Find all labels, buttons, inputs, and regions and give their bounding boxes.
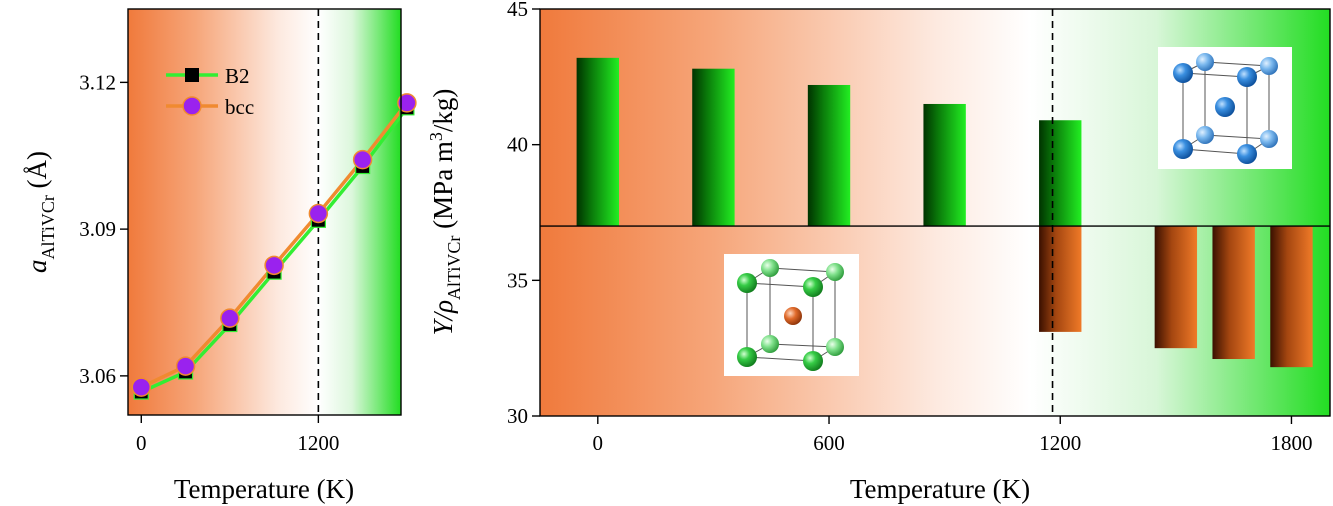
bcc-atom [1237,144,1257,164]
x-tick-label: 1200 [297,431,339,455]
bar-B2 [1270,226,1313,368]
x-tick-label: 600 [813,431,845,455]
legend-bcc-marker [182,96,202,116]
b2-atom [761,259,779,277]
legend-b2-label: B2 [225,64,250,88]
data-point-bcc [308,203,329,224]
b2-unit-cell-inset [724,254,859,376]
x-tick-label: 0 [136,431,147,455]
y-tick-label: 35 [507,268,528,292]
y-tick-label: 3.09 [79,217,116,241]
left-tick-layer: 0 1200 3.06 3.09 3.12 [79,70,339,455]
b2-center-atom [784,307,802,325]
bcc-atom [1260,130,1278,148]
data-point-bcc [131,377,152,397]
bcc-atom [1196,126,1214,144]
bar-bcc [923,103,966,227]
y-tick-label: 40 [507,133,528,157]
bcc-unit-cell-inset [1158,47,1292,169]
bcc-atom [1237,67,1257,87]
bcc-center-atom [1215,97,1235,117]
right-x-axis-label: Temperature (K) [850,474,1030,504]
x-tick-label: 1800 [1270,431,1312,455]
bcc-atom [1260,57,1278,75]
b2-atom [826,338,844,356]
bar-bcc [692,68,735,227]
y-tick-label: 3.12 [79,70,116,94]
b2-atom [803,351,823,371]
left-x-axis-label: Temperature (K) [174,474,354,504]
legend-b2-marker [185,68,199,82]
bar-B2 [1039,226,1082,332]
right-tick-layer: 0 600 1200 1800 30 35 40 45 [507,0,1312,455]
bcc-atom [1173,63,1193,83]
left-legend: B2 bcc [166,64,254,119]
b2-atom [737,347,757,367]
data-point-bcc [397,93,417,113]
right-y-axis-label: Y/ρAlTiVCr (MPa m3/kg) [426,89,464,336]
bar-B2 [1154,226,1198,349]
x-tick-label: 1200 [1039,431,1081,455]
bar-bcc [576,57,619,227]
bar-B2 [1212,226,1255,360]
b2-atom [737,273,757,293]
data-point-bcc [175,356,196,376]
bcc-atom [1173,139,1193,159]
left-plot-background [128,9,401,415]
right-plot-frame [539,8,1331,417]
y-tick-label: 3.06 [79,364,116,388]
bcc-atom [1196,53,1214,71]
x-tick-label: 0 [593,431,604,455]
data-point-bcc [264,255,284,276]
data-point-bcc [352,149,373,170]
left-series-layer [131,93,417,400]
data-point-bcc [220,308,240,328]
lattice-parameter-chart: 0 1200 3.06 3.09 3.12 B2 bcc Temperature (K)… [22,8,417,504]
b2-atom [826,263,844,281]
b2-atom [761,335,779,353]
left-y-axis-label: aAlTiVCr (Å) [22,151,58,273]
y-tick-label: 45 [507,0,528,21]
left-plot-frame [127,8,402,416]
legend-bcc-label: bcc [225,95,254,119]
b2-atom [803,277,823,297]
bar-bcc [807,84,851,227]
specific-modulus-chart: 0 600 1200 1800 30 35 40 45 [426,0,1331,504]
bar-bcc [1039,120,1082,227]
right-bar-layer [576,57,1313,368]
y-tick-label: 30 [507,404,528,428]
